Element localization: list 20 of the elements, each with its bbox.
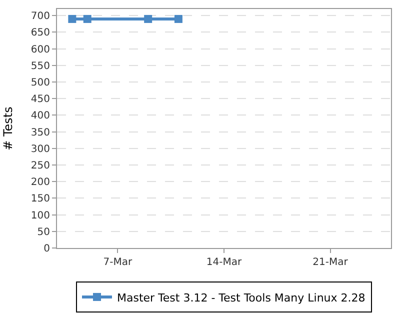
y-axis-title: # Tests — [1, 106, 16, 150]
y-tick-label: 150 — [30, 194, 50, 205]
y-tick-label: 300 — [30, 144, 50, 155]
y-tick-label: 650 — [30, 28, 50, 39]
x-tick-label: 7-Mar — [103, 257, 134, 268]
y-tick-label: 350 — [30, 127, 50, 138]
y-tick-label: 500 — [30, 78, 50, 89]
x-tick-label: 14-Mar — [206, 257, 242, 268]
y-tick-label: 550 — [30, 60, 50, 72]
y-tick-label: 250 — [30, 160, 50, 172]
y-tick-label: 400 — [30, 110, 50, 122]
y-tick-label: 200 — [30, 177, 50, 188]
x-tick-label: 21-Mar — [312, 257, 349, 268]
legend-label: Master Test 3.12 - Test Tools Many Linux 2.28 — [117, 291, 366, 304]
y-tick-label: 0 — [44, 244, 50, 254]
y-tick-label: 100 — [30, 210, 50, 222]
y-tick-label: 50 — [37, 226, 50, 238]
y-tick-label: 600 — [30, 44, 50, 56]
y-tick-label: 450 — [30, 94, 50, 106]
y-tick-label: 700 — [30, 11, 50, 22]
